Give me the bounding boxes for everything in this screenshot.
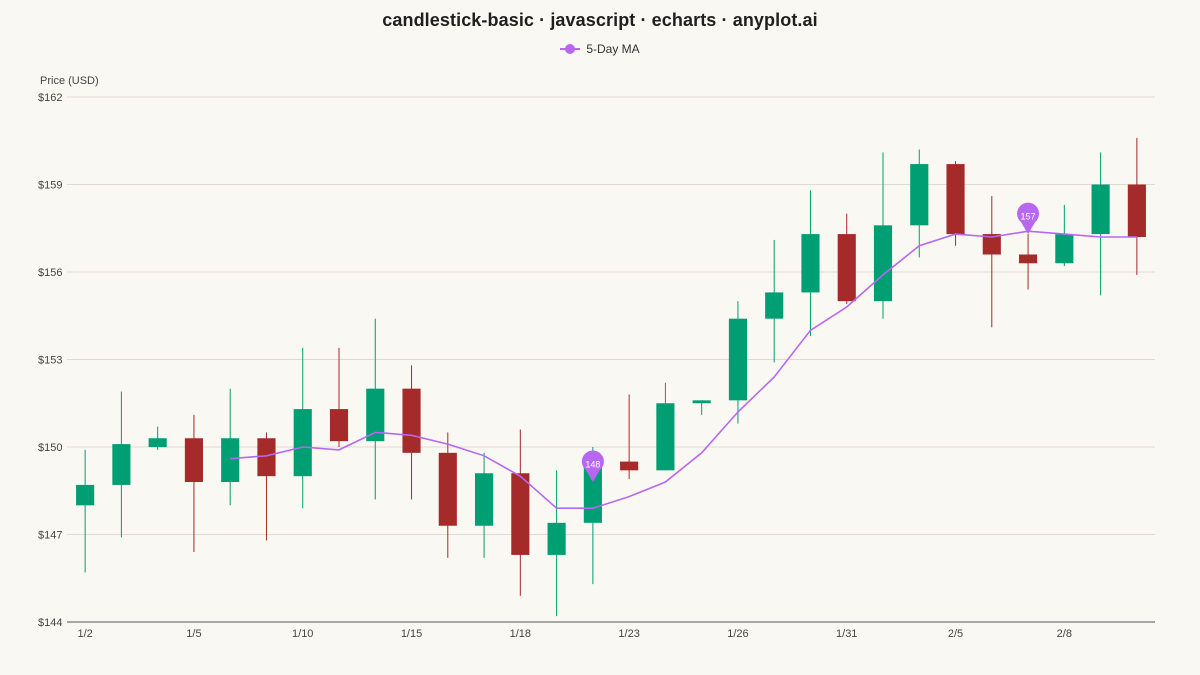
candle-body bbox=[1127, 184, 1146, 237]
candle bbox=[837, 213, 856, 305]
candle-body bbox=[656, 403, 675, 471]
candle-body bbox=[1019, 254, 1038, 264]
candle bbox=[728, 301, 747, 424]
marker-pin-shape bbox=[1017, 202, 1040, 235]
y-tick-label: $159 bbox=[38, 180, 62, 192]
candle bbox=[511, 429, 530, 596]
candle bbox=[184, 414, 203, 552]
candle bbox=[765, 239, 784, 363]
candle-body bbox=[1055, 234, 1074, 264]
candle bbox=[257, 432, 276, 541]
y-tick-label: $156 bbox=[38, 267, 62, 279]
candle-body bbox=[329, 409, 349, 442]
chart-title: candlestick-basic · javascript · echarts… bbox=[382, 10, 818, 30]
candle-body bbox=[547, 522, 566, 555]
candle bbox=[148, 426, 167, 450]
candle-body bbox=[402, 388, 421, 453]
y-tick-label: $147 bbox=[38, 530, 62, 542]
candle bbox=[873, 152, 893, 319]
candle bbox=[692, 400, 711, 415]
x-tick-label: 1/31 bbox=[836, 628, 857, 640]
candle bbox=[1055, 204, 1074, 267]
candle-body bbox=[837, 234, 856, 302]
candle-body bbox=[475, 473, 494, 526]
candle-body bbox=[366, 388, 385, 442]
candle bbox=[402, 365, 421, 500]
candle bbox=[221, 388, 240, 506]
candles-layer bbox=[76, 137, 1146, 617]
axis-layer: Price (USD) $144 $147 $150 $153 $156 $159 $162 1… bbox=[38, 75, 1155, 640]
x-tick-label: 1/18 bbox=[510, 628, 531, 640]
x-tick-label: 2/5 bbox=[948, 628, 963, 640]
y-tick-label: $153 bbox=[38, 355, 62, 367]
candle-body bbox=[112, 444, 131, 485]
x-tick-label: 1/23 bbox=[618, 628, 639, 640]
ma-line bbox=[230, 230, 1137, 510]
candle bbox=[946, 161, 965, 246]
candle-body bbox=[692, 400, 711, 404]
legend-ma-swatch-icon bbox=[560, 43, 581, 55]
candle-body bbox=[221, 438, 240, 482]
candle-body bbox=[1091, 184, 1110, 235]
candle-body bbox=[765, 292, 784, 319]
y-tick-label: $144 bbox=[38, 617, 62, 629]
candle bbox=[475, 452, 494, 558]
legend[interactable]: 5-Day MA bbox=[0, 42, 1200, 56]
candle bbox=[438, 432, 457, 558]
marker-pin-shape bbox=[581, 450, 604, 482]
x-tick-label: 1/2 bbox=[77, 628, 92, 640]
candle bbox=[547, 470, 566, 617]
legend-ma-label: 5-Day MA bbox=[586, 42, 640, 56]
candle-body bbox=[801, 234, 820, 293]
marker-pin[interactable]: 148 bbox=[581, 450, 604, 482]
x-tick-label: 1/10 bbox=[292, 628, 313, 640]
candle-body bbox=[910, 164, 929, 226]
candle bbox=[982, 196, 1001, 328]
candle bbox=[293, 347, 312, 509]
candle-body bbox=[728, 318, 747, 401]
candle-body bbox=[511, 473, 530, 555]
ma-line-layer bbox=[230, 230, 1137, 510]
candle bbox=[112, 391, 131, 538]
candle-body bbox=[293, 409, 312, 477]
candle bbox=[910, 149, 929, 258]
candle-body bbox=[946, 164, 965, 235]
candle-body bbox=[76, 484, 95, 506]
candle bbox=[801, 190, 820, 337]
candle-body bbox=[982, 234, 1001, 255]
marker-pin-label: 148 bbox=[585, 460, 600, 470]
candle bbox=[656, 382, 675, 471]
candle-body bbox=[438, 452, 457, 526]
x-tick-label: 1/26 bbox=[727, 628, 748, 640]
candle bbox=[366, 318, 385, 500]
candle-body bbox=[873, 225, 893, 302]
x-tick-label: 2/8 bbox=[1057, 628, 1072, 640]
y-tick-label: $162 bbox=[38, 92, 62, 104]
candle-body bbox=[148, 438, 167, 447]
candle bbox=[1091, 152, 1110, 296]
marker-pin-label: 157 bbox=[1021, 212, 1036, 222]
x-tick-label: 1/15 bbox=[401, 628, 422, 640]
y-axis-label: Price (USD) bbox=[40, 75, 99, 87]
candle bbox=[620, 394, 639, 480]
markers-layer: 148 157 bbox=[581, 202, 1040, 482]
candle bbox=[329, 347, 349, 447]
candle bbox=[1127, 137, 1146, 275]
marker-pin[interactable]: 157 bbox=[1017, 202, 1040, 235]
candle-body bbox=[620, 461, 639, 471]
candle-body bbox=[184, 438, 203, 482]
candle bbox=[1019, 234, 1038, 290]
candle-body bbox=[257, 438, 276, 477]
candle bbox=[76, 449, 95, 573]
grid-layer bbox=[67, 96, 1155, 535]
y-tick-label: $150 bbox=[38, 442, 62, 454]
x-tick-label: 1/5 bbox=[186, 628, 201, 640]
